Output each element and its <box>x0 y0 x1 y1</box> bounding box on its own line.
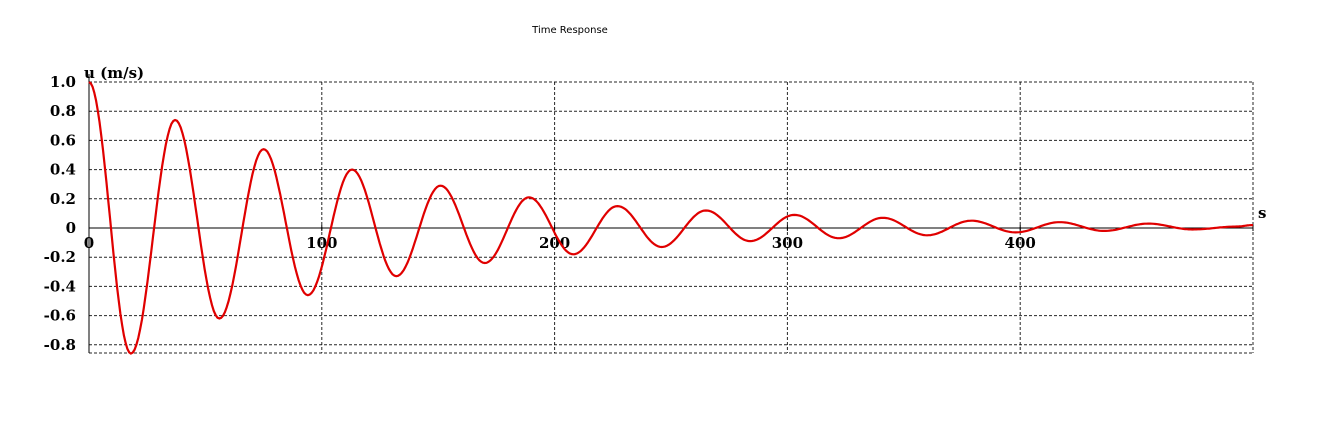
grid <box>89 81 1254 354</box>
x-axis-label: s <box>1258 204 1266 222</box>
x-tick-label: 100 <box>306 234 337 252</box>
y-axis-label: u (m/s) <box>84 64 144 82</box>
y-tick-label: 0.2 <box>50 190 76 208</box>
x-tick-label: 300 <box>772 234 803 252</box>
y-tick-label: -0.2 <box>44 248 76 266</box>
y-tick-label: -0.8 <box>44 336 76 354</box>
axes <box>88 74 1254 353</box>
y-tick-label: 1.0 <box>50 73 76 91</box>
chart-title: Time Response <box>531 25 608 36</box>
x-tick-label: 0 <box>84 234 94 252</box>
y-tick-label: -0.6 <box>44 307 76 325</box>
response-line <box>88 81 1254 355</box>
y-tick-label: 0.6 <box>50 131 76 149</box>
y-tick-label: 0.8 <box>50 102 76 120</box>
y-tick-label: -0.4 <box>44 277 76 295</box>
series-layer <box>88 81 1254 355</box>
tick-labels: 1.00.80.60.40.20-0.2-0.4-0.6-0.80 100 200 3… <box>44 73 1036 354</box>
y-tick-label: 0.4 <box>50 161 76 179</box>
x-tick-label: 400 <box>1005 234 1036 252</box>
y-tick-label: 0 <box>66 219 76 237</box>
